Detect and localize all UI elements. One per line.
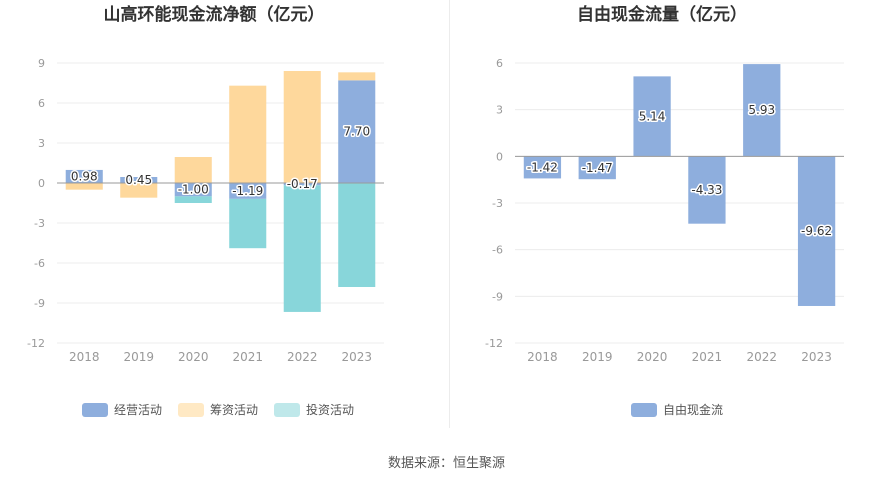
- x-tick-label: 2020: [178, 350, 209, 364]
- bar-自由现金流-2018: [523, 156, 562, 179]
- y-tick-label: 6: [496, 57, 503, 70]
- bar-投资活动-2020: [174, 196, 212, 203]
- x-tick-label: 2021: [692, 350, 723, 364]
- data-label: 7.70: [343, 125, 370, 139]
- data-label: -4.33: [691, 183, 722, 197]
- data-label: -1.47: [582, 161, 613, 175]
- bar-筹资活动-2018: [65, 183, 103, 190]
- x-tick-label: 2023: [801, 350, 832, 364]
- data-label: -1.19: [232, 184, 263, 198]
- y-tick-label: -12: [485, 337, 503, 350]
- data-label: -1.42: [527, 160, 558, 174]
- bar-筹资活动-2023: [338, 72, 376, 81]
- chart-title: 山高环能现金流净额（亿元）: [104, 4, 325, 25]
- bar-自由现金流-2020: [633, 76, 671, 157]
- x-tick-label: 2018: [69, 350, 100, 364]
- legend-swatch-经营活动: [82, 403, 108, 417]
- bar-经营活动-2021: [229, 183, 267, 199]
- bar-经营活动-2019: [120, 177, 158, 183]
- y-tick-label: -12: [27, 337, 45, 350]
- data-label: 0.98: [71, 169, 98, 183]
- chart-divider: [449, 0, 450, 428]
- bar-自由现金流-2022: [743, 64, 781, 157]
- legend-label: 自由现金流: [663, 402, 723, 417]
- bar-筹资活动-2022: [283, 71, 321, 183]
- bar-经营活动-2022: [283, 183, 321, 186]
- legend-label: 筹资活动: [210, 403, 258, 417]
- y-tick-label: 9: [38, 57, 45, 70]
- legend-swatch-筹资活动: [178, 403, 204, 417]
- x-tick-label: 2023: [341, 350, 372, 364]
- bar-投资活动-2022: [283, 185, 321, 312]
- bar-筹资活动-2021: [229, 85, 267, 183]
- bar-自由现金流-2023: [797, 156, 836, 306]
- y-tick-label: -6: [492, 244, 503, 257]
- legend-label: 投资活动: [306, 402, 354, 417]
- data-label: -1.00: [178, 183, 209, 197]
- bar-自由现金流-2019: [578, 156, 616, 180]
- y-tick-label: 0: [496, 150, 503, 163]
- x-tick-label: 2022: [746, 350, 777, 364]
- y-tick-label: -3: [492, 197, 503, 210]
- data-label: -0.17: [287, 177, 318, 191]
- y-tick-label: 0: [38, 177, 45, 190]
- y-tick-label: -3: [34, 217, 45, 230]
- legend-label: 经营活动: [114, 403, 162, 417]
- bar-筹资活动-2020: [174, 157, 212, 183]
- bar-经营活动-2020: [174, 183, 212, 197]
- x-tick-label: 2021: [232, 350, 263, 364]
- y-tick-label: 6: [38, 97, 45, 110]
- chart-title: 自由现金流量（亿元）: [577, 4, 747, 25]
- bar-投资活动-2021: [229, 198, 267, 249]
- bar-经营活动-2023: [338, 80, 376, 183]
- bar-投资活动-2023: [338, 183, 376, 287]
- y-tick-label: -6: [34, 257, 45, 270]
- legend-swatch-投资活动: [274, 403, 300, 417]
- data-source-note: 数据来源：恒生聚源: [387, 456, 505, 471]
- legend-swatch-自由现金流: [631, 403, 657, 417]
- x-tick-label: 2020: [637, 350, 668, 364]
- y-tick-label: 3: [496, 104, 503, 117]
- x-tick-label: 2018: [527, 350, 558, 364]
- data-label: 5.14: [639, 109, 666, 123]
- data-label: 5.93: [748, 103, 775, 117]
- x-tick-label: 2019: [582, 350, 613, 364]
- x-tick-label: 2019: [123, 350, 154, 364]
- left-chart-cashflow-net: 山高环能现金流净额（亿元） 9 6 3 0 -3 -6 -9 -12 2018 2019 2020 20…: [27, 4, 384, 417]
- data-label: -9.62: [801, 224, 832, 238]
- bar-经营活动-2018: [65, 169, 103, 183]
- bar-筹资活动-2019: [120, 183, 158, 198]
- right-chart-free-cashflow: 自由现金流量（亿元） 6 3 0 -3 -6 -9 -12 2018 2019 2020 2021 20…: [485, 4, 844, 417]
- y-tick-label: -9: [492, 290, 503, 303]
- y-tick-label: -9: [34, 297, 45, 310]
- data-label: 0.45: [125, 173, 152, 187]
- x-tick-label: 2022: [287, 350, 318, 364]
- y-tick-label: 3: [38, 137, 45, 150]
- bar-自由现金流-2021: [688, 156, 726, 224]
